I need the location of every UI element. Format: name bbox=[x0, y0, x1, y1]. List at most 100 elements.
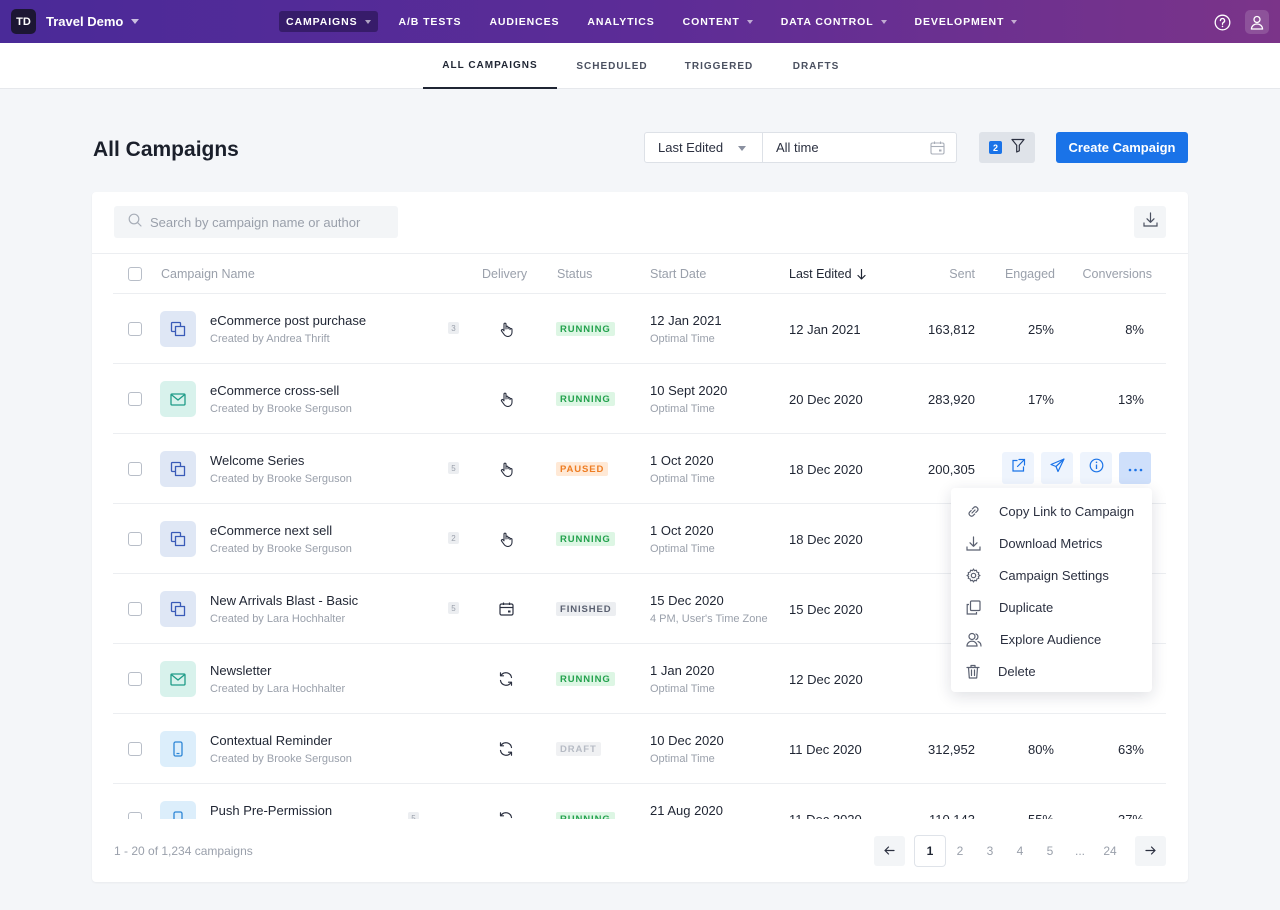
nav-label: ANALYTICS bbox=[587, 15, 655, 28]
sort-dropdown[interactable]: Last Edited bbox=[644, 132, 763, 163]
menu-item-download-metrics[interactable]: Download Metrics bbox=[951, 527, 1152, 559]
row-checkbox[interactable] bbox=[128, 742, 142, 756]
search-input[interactable] bbox=[150, 214, 390, 230]
column-status[interactable]: Status bbox=[557, 267, 593, 281]
column-sent[interactable]: Sent bbox=[949, 267, 975, 281]
filter-count-badge: 2 bbox=[989, 141, 1002, 154]
menu-item-delete[interactable]: Delete bbox=[951, 655, 1152, 687]
engaged-rate: 25% bbox=[1027, 322, 1054, 337]
download-icon bbox=[1142, 212, 1158, 232]
create-campaign-button[interactable]: Create Campaign bbox=[1056, 132, 1188, 163]
tab-all-campaigns[interactable]: ALL CAMPAIGNS bbox=[423, 43, 557, 89]
audience-icon bbox=[966, 632, 991, 647]
start-time-note: Optimal Time bbox=[650, 403, 715, 415]
chevron-down-icon bbox=[1011, 19, 1018, 24]
campaign-author: Created by Brooke Serguson bbox=[210, 403, 352, 415]
campaign-name[interactable]: Welcome Series bbox=[210, 453, 305, 468]
more-actions-button[interactable] bbox=[1119, 452, 1151, 484]
row-checkbox[interactable] bbox=[128, 672, 142, 686]
column-delivery[interactable]: Delivery bbox=[482, 267, 528, 281]
arrow-right-icon bbox=[1145, 842, 1156, 860]
column-start-date[interactable]: Start Date bbox=[650, 267, 707, 281]
table-row[interactable]: eCommerce post purchase Created by Andrea… bbox=[113, 293, 1166, 363]
row-checkbox[interactable] bbox=[128, 392, 142, 406]
column-last-edited[interactable]: Last Edited bbox=[789, 254, 866, 294]
prev-page-button[interactable] bbox=[874, 836, 905, 866]
row-checkbox[interactable] bbox=[128, 322, 142, 336]
page-3[interactable]: 3 bbox=[986, 844, 994, 858]
row-actions bbox=[1002, 452, 1151, 484]
page-24[interactable]: 24 bbox=[1103, 844, 1117, 858]
chevron-down-icon bbox=[746, 19, 753, 24]
sent-count: 200,305 bbox=[928, 462, 975, 477]
help-icon[interactable] bbox=[1210, 10, 1234, 34]
start-time-note: Optimal Time bbox=[650, 543, 715, 555]
open-campaign-button[interactable] bbox=[1002, 452, 1034, 484]
column-campaign-name[interactable]: Campaign Name bbox=[161, 267, 255, 281]
table-row[interactable]: Push Pre-Permission 5 RUNNING 21 Aug 2020 11… bbox=[113, 783, 1166, 819]
chevron-down-icon bbox=[738, 146, 746, 151]
conversion-rate: 8% bbox=[1125, 322, 1144, 337]
nav-ab-tests[interactable]: A/B TESTS bbox=[392, 11, 469, 32]
campaign-name[interactable]: Newsletter bbox=[210, 663, 272, 678]
start-time-note: Optimal Time bbox=[650, 333, 715, 345]
table-row[interactable]: Welcome Series Created by Brooke Serguson… bbox=[113, 433, 1166, 503]
menu-item-copy-link-to-campaign[interactable]: Copy Link to Campaign bbox=[951, 495, 1152, 527]
column-conversions[interactable]: Conversions bbox=[1082, 267, 1152, 281]
last-edited-date: 11 Dec 2020 bbox=[789, 812, 862, 819]
workspace-switcher[interactable]: TD Travel Demo bbox=[0, 0, 140, 43]
menu-item-label: Download Metrics bbox=[999, 535, 1103, 551]
campaign-info-button[interactable] bbox=[1080, 452, 1112, 484]
table-row[interactable]: New Arrivals Blast - Basic Created by Lar… bbox=[113, 573, 1166, 643]
campaign-name[interactable]: eCommerce cross-sell bbox=[210, 383, 340, 398]
campaign-name[interactable]: Contextual Reminder bbox=[210, 733, 333, 748]
nav-data-control[interactable]: DATA CONTROL bbox=[774, 11, 894, 32]
gear-icon bbox=[966, 567, 990, 583]
menu-item-duplicate[interactable]: Duplicate bbox=[951, 591, 1152, 623]
next-page-button[interactable] bbox=[1135, 836, 1166, 866]
page-1[interactable]: 1 bbox=[915, 836, 945, 866]
select-all-checkbox[interactable] bbox=[128, 254, 142, 294]
tab-triggered[interactable]: TRIGGERED bbox=[684, 60, 754, 72]
more-icon bbox=[1128, 459, 1143, 477]
menu-item-explore-audience[interactable]: Explore Audience bbox=[951, 623, 1152, 655]
filter-icon bbox=[1011, 138, 1025, 158]
column-engaged[interactable]: Engaged bbox=[1004, 267, 1055, 281]
nav-development[interactable]: DEVELOPMENT bbox=[908, 11, 1025, 32]
row-checkbox[interactable] bbox=[128, 462, 142, 476]
page-2[interactable]: 2 bbox=[956, 844, 964, 858]
tab-drafts[interactable]: DRAFTS bbox=[792, 60, 840, 72]
workspace-name: Travel Demo bbox=[46, 14, 124, 29]
nav-label: CAMPAIGNS bbox=[286, 15, 358, 28]
campaign-author: Created by Brooke Serguson bbox=[210, 753, 352, 765]
row-checkbox[interactable] bbox=[128, 812, 142, 819]
page-5[interactable]: 5 bbox=[1046, 844, 1054, 858]
campaign-name[interactable]: New Arrivals Blast - Basic bbox=[210, 593, 359, 608]
row-checkbox[interactable] bbox=[128, 602, 142, 616]
nav-audiences[interactable]: AUDIENCES bbox=[482, 11, 566, 32]
table-row[interactable]: Contextual Reminder Created by Brooke Ser… bbox=[113, 713, 1166, 783]
status-badge: RUNNING bbox=[556, 812, 615, 819]
send-test-button[interactable] bbox=[1041, 452, 1073, 484]
top-navigation-bar: TD Travel Demo CAMPAIGNS A/B TESTS AUDIE… bbox=[0, 0, 1280, 43]
campaign-name[interactable]: eCommerce next sell bbox=[210, 523, 333, 538]
nav-campaigns[interactable]: CAMPAIGNS bbox=[279, 11, 378, 32]
nav-analytics[interactable]: ANALYTICS bbox=[580, 11, 661, 32]
multi-campaign-icon bbox=[160, 451, 196, 487]
campaign-name[interactable]: Push Pre-Permission bbox=[210, 803, 333, 818]
export-button[interactable] bbox=[1134, 206, 1166, 238]
date-range-picker[interactable]: All time bbox=[762, 132, 957, 163]
table-row[interactable]: eCommerce next sell Created by Brooke Ser… bbox=[113, 503, 1166, 573]
menu-item-campaign-settings[interactable]: Campaign Settings bbox=[951, 559, 1152, 591]
user-icon[interactable] bbox=[1245, 10, 1269, 34]
table-row[interactable]: eCommerce cross-sell Created by Brooke Se… bbox=[113, 363, 1166, 433]
nav-content[interactable]: CONTENT bbox=[676, 11, 760, 32]
page-4[interactable]: 4 bbox=[1016, 844, 1024, 858]
start-date: 10 Dec 2020 bbox=[650, 733, 724, 748]
tab-scheduled[interactable]: SCHEDULED bbox=[576, 60, 648, 72]
status-badge: RUNNING bbox=[556, 322, 615, 336]
campaign-name[interactable]: eCommerce post purchase bbox=[210, 313, 367, 328]
row-checkbox[interactable] bbox=[128, 532, 142, 546]
filter-button[interactable]: 2 bbox=[979, 132, 1035, 163]
status-badge: DRAFT bbox=[556, 742, 601, 756]
